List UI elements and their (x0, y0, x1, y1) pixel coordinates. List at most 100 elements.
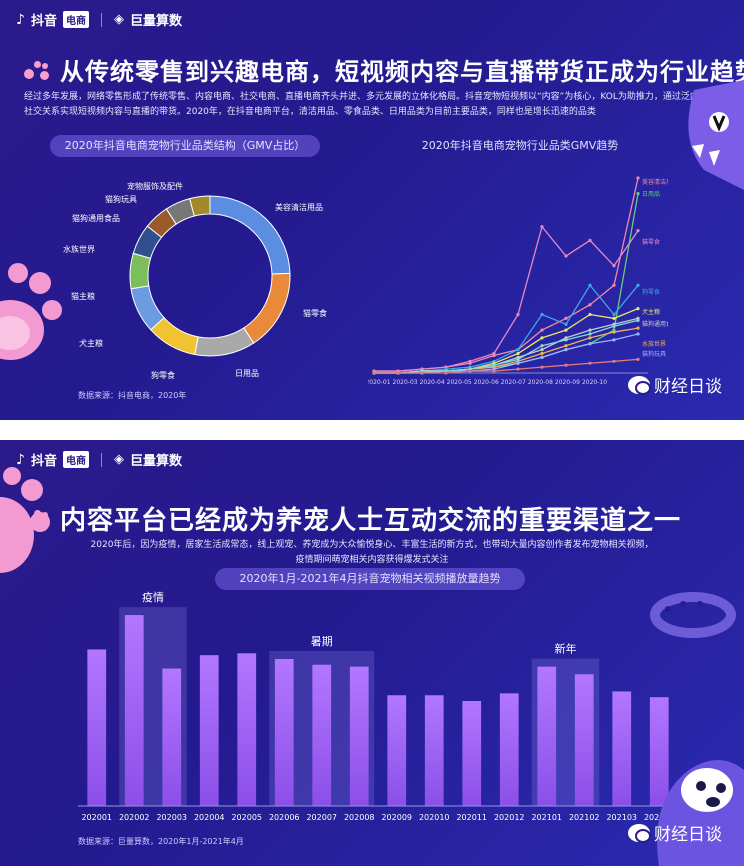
line-point (540, 365, 544, 369)
donut-label-0: 美容清洁用品 (275, 202, 323, 212)
paw-decoration-icon (0, 263, 62, 360)
donut-label-6: 水族世界 (63, 244, 95, 254)
juliang-label: 巨量算数 (129, 14, 182, 29)
bar-202012 (499, 693, 519, 806)
line-point (612, 312, 616, 317)
line-point (588, 336, 592, 340)
page-title-text: 从传统零售到兴趣电商，短视频内容与直播带货正成为行业趋势 (60, 58, 744, 86)
bar-202004 (199, 655, 219, 806)
bar-x-tick-8: 202009 (381, 813, 412, 822)
line-x-tick: 2020-05 (447, 379, 472, 386)
line-series-1 (374, 193, 639, 374)
line-point (588, 312, 592, 317)
line-point (564, 344, 568, 348)
donut-slice-5 (129, 252, 152, 290)
bar-x-tick-6: 202007 (306, 813, 337, 822)
line-point (612, 283, 616, 287)
line-chart-title: 2020年抖音电商宠物行业品类GMV趋势 (421, 139, 619, 152)
bar-x-tick-11: 202012 (494, 813, 525, 822)
line-point (612, 264, 616, 268)
donut-slice-1 (243, 272, 291, 344)
panel-category-structure: ♪ 抖音 电商 ◈ 巨量算数 从传统零售到兴趣电商，短视频内容与直播带货正成为行… (0, 0, 744, 420)
bar-x-tick-14: 202103 (606, 813, 637, 822)
line-x-tick: 2020-08 (528, 379, 553, 386)
line-series-label-3: 狗零食 (642, 288, 660, 296)
donut-label-1: 猫零食 (303, 308, 327, 318)
line-x-tick: 2020-01 (368, 379, 391, 386)
line-point (420, 371, 424, 375)
douyin-logo-icon: ♪ (16, 11, 25, 28)
line-point (564, 316, 568, 320)
bar-202102 (574, 674, 594, 806)
bar-x-tick-7: 202008 (344, 813, 375, 822)
wechat-icon (628, 823, 651, 843)
line-point (636, 357, 640, 361)
cat-mascot-icon (688, 80, 744, 190)
line-point (588, 283, 592, 287)
line-x-tick: 2020-07 (501, 379, 526, 386)
bar-202101 (537, 666, 557, 806)
line-point (588, 332, 592, 336)
line-point (564, 348, 568, 352)
juliang-logo-icon: ◈ (113, 452, 124, 467)
line-point (468, 369, 472, 373)
line-series-label-0: 美容清洁用品 (642, 178, 668, 186)
line-series-8 (374, 319, 639, 374)
watermark-text: 财经日谈 (654, 825, 722, 845)
paw-decoration-icon (0, 467, 50, 573)
bar-x-tick-4: 202005 (231, 813, 262, 822)
line-point (612, 324, 616, 328)
douyin-label: 抖音 (30, 454, 57, 469)
bar-x-tick-10: 202011 (456, 813, 487, 822)
line-x-tick: 2020-10 (582, 379, 607, 386)
bar-202104 (649, 697, 669, 806)
donut-label-7: 猫狗通用食品 (72, 213, 120, 223)
line-point (612, 316, 616, 320)
intro-paragraph: 经过多年发展，网络零售形成了传统零售、内容电商、社交电商、直播电商齐头并进、多元… (24, 92, 708, 117)
line-series-label-4: 犬主粮 (642, 308, 660, 316)
bar-x-tick-3: 202004 (194, 813, 225, 822)
intro-paragraph: 2020年后，因为疫情，居家生活成常态，线上观宠、养宠成为大众愉悦身心、丰富生活… (40, 538, 704, 568)
ecommerce-badge: 电商 (62, 451, 89, 468)
line-series-label-1: 日用品 (642, 191, 660, 198)
line-point (540, 348, 544, 352)
line-point (612, 359, 616, 363)
logo-divider (100, 12, 102, 27)
bar-202009 (387, 695, 407, 806)
line-point (636, 283, 640, 287)
page-title: 内容平台已经成为养宠人士互动交流的重要渠道之一 (24, 500, 681, 537)
line-point (516, 361, 520, 365)
bar-202008 (349, 666, 369, 806)
line-series-7 (374, 333, 639, 374)
line-point (468, 359, 472, 363)
line-point (636, 326, 640, 330)
line-point (516, 367, 520, 371)
intro-line-2: 疫情期间萌宠相关内容获得爆发式关注 (295, 555, 449, 565)
line-series-9 (374, 358, 639, 374)
line-point (540, 344, 544, 348)
line-point (636, 332, 640, 336)
douyin-label: 抖音 (30, 14, 57, 29)
bar-x-tick-15: 202104 (644, 813, 675, 822)
bar-x-tick-13: 202102 (569, 813, 600, 822)
data-source-note: 数据来源：抖音电商，2020年 (78, 391, 187, 400)
line-point (588, 238, 592, 242)
line-point (540, 225, 544, 229)
line-point (564, 328, 568, 332)
line-point (540, 336, 544, 340)
line-point (636, 192, 640, 196)
donut-slice-9 (189, 195, 211, 217)
line-chart: 2020-012020-032020-042020-052020-062020-… (368, 176, 668, 386)
line-point (540, 351, 544, 356)
watermark: 财经日谈 (628, 372, 722, 397)
bar-annotation-label-0: 疫情 (142, 590, 164, 604)
bar-x-tick-1: 202002 (119, 813, 150, 822)
line-x-tick: 2020-06 (474, 379, 499, 386)
line-x-tick: 2020-04 (420, 379, 445, 386)
donut-label-9: 宠物服饰及配件 (127, 181, 183, 191)
bar-x-tick-2: 202003 (156, 813, 187, 822)
ecommerce-badge: 电商 (62, 11, 89, 28)
panel-video-plays: ♪ 抖音 电商 ◈ 巨量算数 内容平台已经成为养宠人士互动交流的重要渠道之一 2… (0, 440, 744, 866)
donut-label-8: 猫狗玩具 (105, 194, 137, 204)
